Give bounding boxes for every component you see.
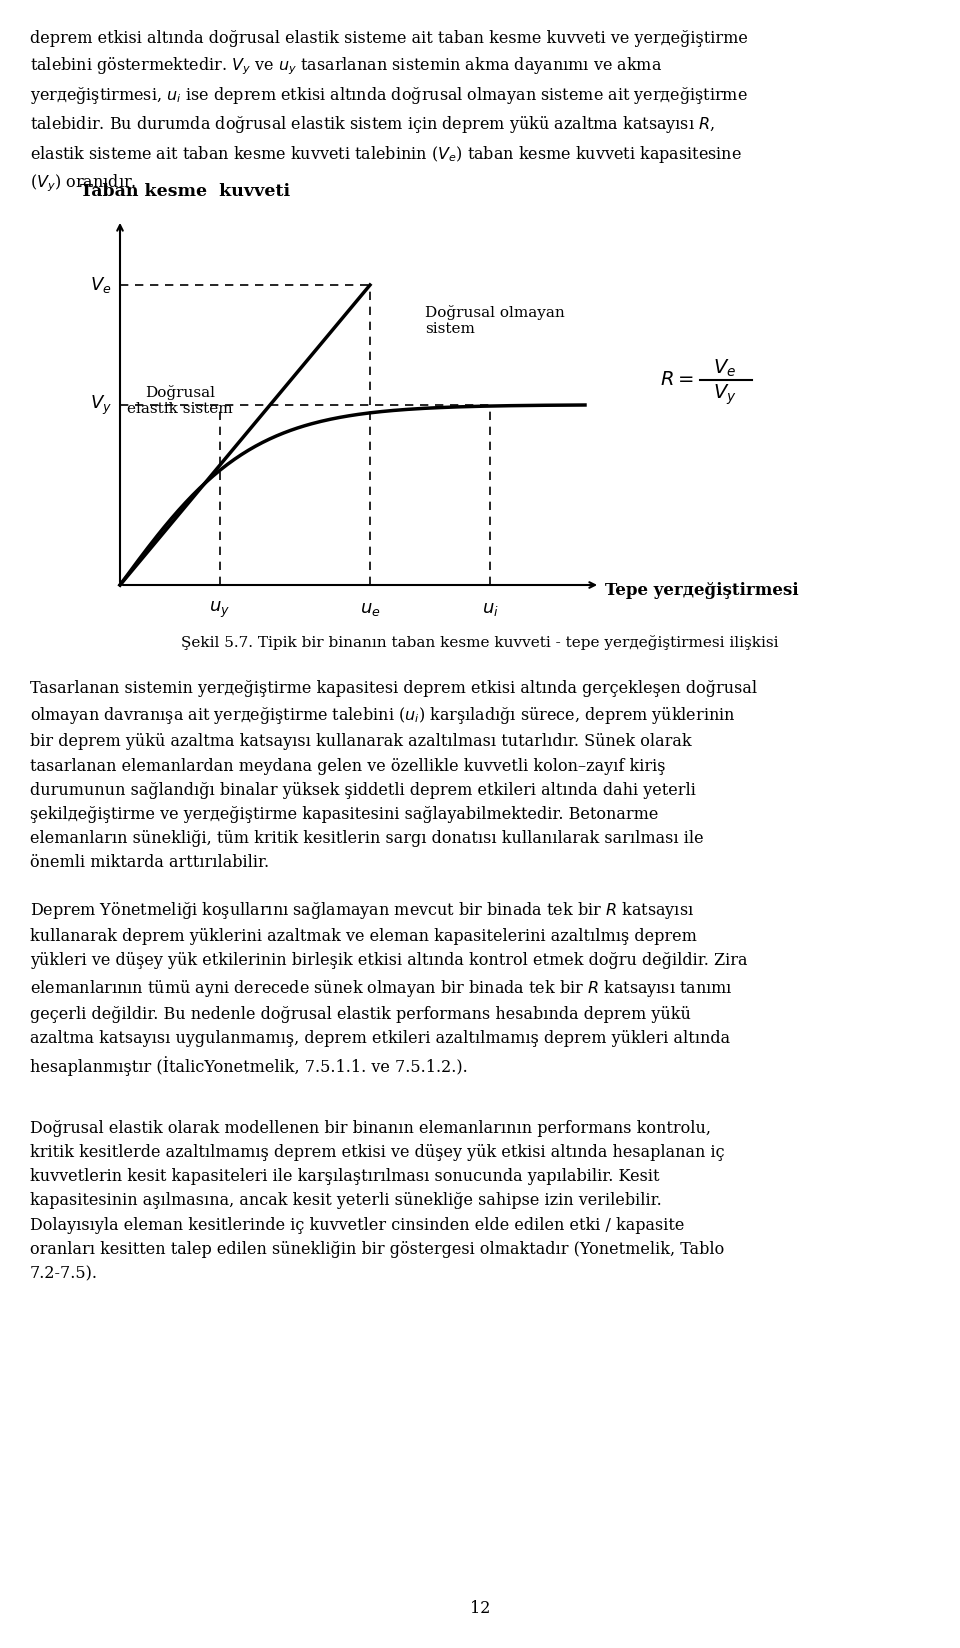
Text: Doğrusal olmayan
sistem: Doğrusal olmayan sistem — [425, 305, 564, 336]
Text: Doğrusal
elastik sistem: Doğrusal elastik sistem — [127, 386, 233, 417]
Text: $R=$: $R=$ — [660, 371, 694, 389]
Text: 12: 12 — [469, 1600, 491, 1617]
Text: Şekil 5.7. Tipik bir binanın taban kesme kuvveti - tepe yerдеğiştirmesi ilişkisi: Şekil 5.7. Tipik bir binanın taban kesme… — [181, 634, 779, 649]
Text: $V_e$: $V_e$ — [90, 275, 112, 295]
Text: $u_e$: $u_e$ — [360, 600, 380, 618]
Text: $u_i$: $u_i$ — [482, 600, 498, 618]
Text: Tepe yerдеğiştirmesi: Tepe yerдеğiştirmesi — [605, 582, 799, 598]
Text: $V_y$: $V_y$ — [713, 382, 736, 407]
Text: $V_e$: $V_e$ — [713, 358, 736, 379]
Text: Deprem Yönetmeliği koşullarını sağlamayan mevcut bir binada tek bir $R$ katsayıs: Deprem Yönetmeliği koşullarını sağlamaya… — [30, 900, 748, 1076]
Text: $u_y$: $u_y$ — [209, 600, 230, 620]
Text: Tasarlanan sistemin yerдеğiştirme kapasitesi deprem etkisi altında gerçekleşen d: Tasarlanan sistemin yerдеğiştirme kapasi… — [30, 681, 757, 872]
Text: Taban kesme  kuvveti: Taban kesme kuvveti — [80, 183, 290, 199]
Text: Doğrusal elastik olarak modellenen bir binanın elemanlarının performans kontrolu: Doğrusal elastik olarak modellenen bir b… — [30, 1121, 725, 1282]
Text: $V_y$: $V_y$ — [90, 394, 112, 417]
Text: deprem etkisi altında doğrusal elastik sisteme ait taban kesme kuvveti ve yerдеğ: deprem etkisi altında doğrusal elastik s… — [30, 30, 748, 194]
